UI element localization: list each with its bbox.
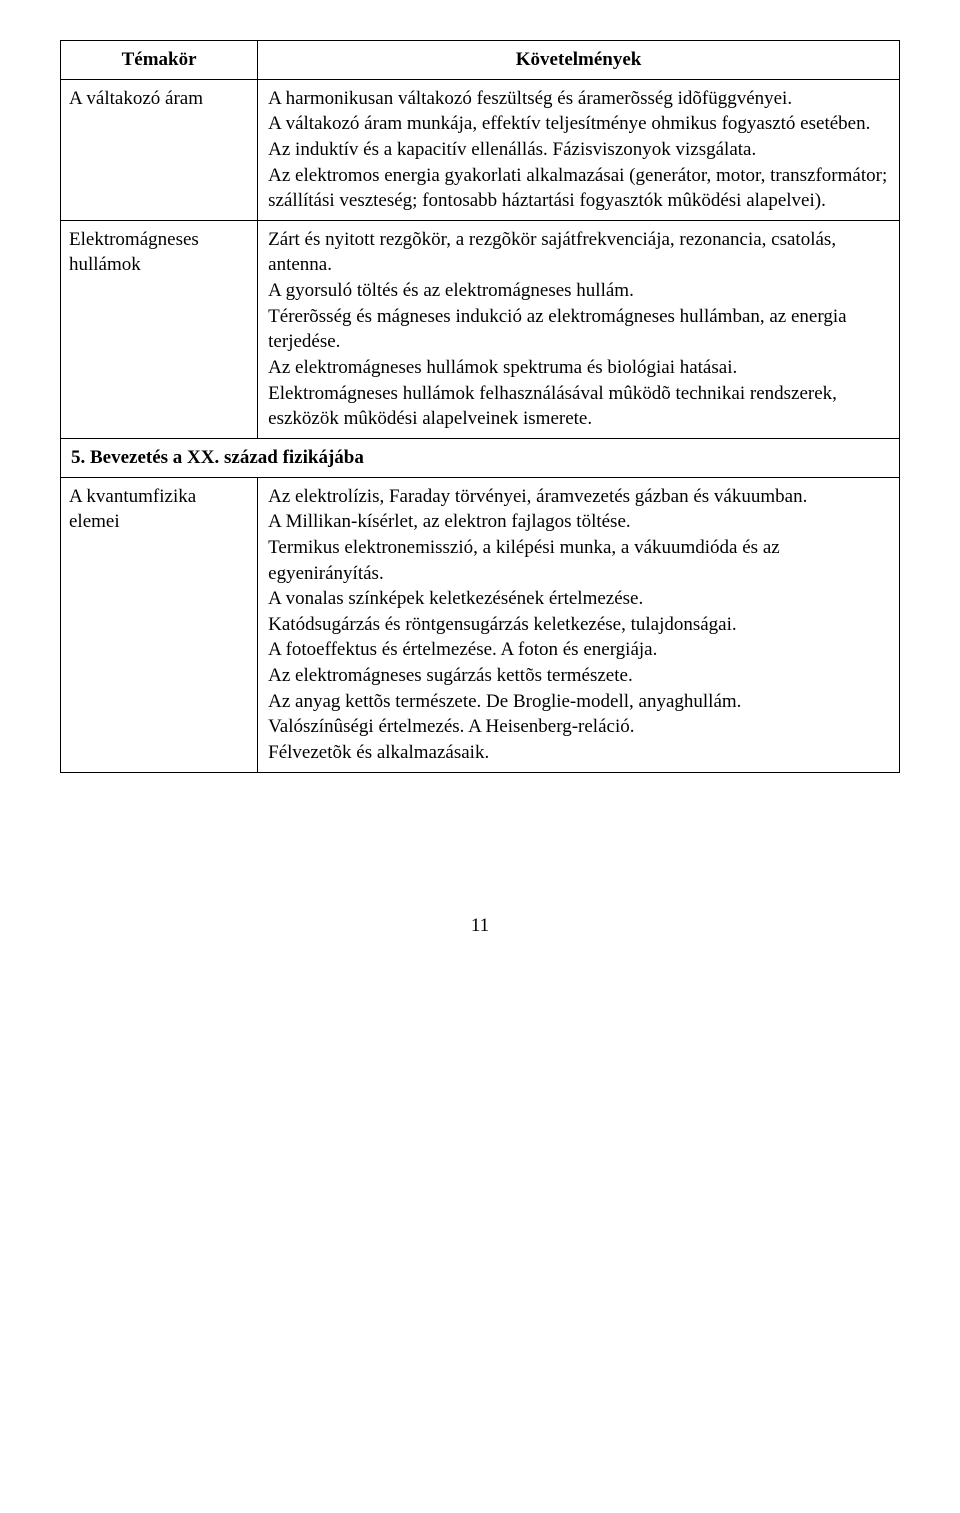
header-right: Követelmények xyxy=(258,41,900,80)
table-header-row: Témakör Követelmények xyxy=(61,41,900,80)
requirements-text: A harmonikusan váltakozó feszültség és á… xyxy=(268,86,889,214)
topic-cell: Elektromágneses hullámok xyxy=(61,220,258,438)
header-left: Témakör xyxy=(61,41,258,80)
table-row: A váltakozó áram A harmonikusan váltakoz… xyxy=(61,79,900,220)
requirements-cell: Zárt és nyitott rezgõkör, a rezgõkör saj… xyxy=(258,220,900,438)
document-page: Témakör Követelmények A váltakozó áram A… xyxy=(60,40,900,938)
page-number: 11 xyxy=(60,913,900,939)
requirements-cell: A harmonikusan váltakozó feszültség és á… xyxy=(258,79,900,220)
topic-cell: A kvantumfizika elemei xyxy=(61,477,258,772)
table-row: Elektromágneses hullámok Zárt és nyitott… xyxy=(61,220,900,438)
table-row: A kvantumfizika elemei Az elektrolízis, … xyxy=(61,477,900,772)
requirements-text: Zárt és nyitott rezgõkör, a rezgõkör saj… xyxy=(268,227,889,432)
section-heading-row: 5. Bevezetés a XX. század fizikájába xyxy=(61,438,900,477)
section-heading: 5. Bevezetés a XX. század fizikájába xyxy=(61,438,900,477)
requirements-table: Témakör Követelmények A váltakozó áram A… xyxy=(60,40,900,773)
topic-cell: A váltakozó áram xyxy=(61,79,258,220)
requirements-cell: Az elektrolízis, Faraday törvényei, áram… xyxy=(258,477,900,772)
requirements-text: Az elektrolízis, Faraday törvényei, áram… xyxy=(268,484,889,766)
